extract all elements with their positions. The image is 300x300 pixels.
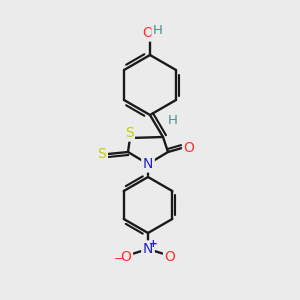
Text: H: H xyxy=(168,115,177,128)
Text: O: O xyxy=(184,141,194,155)
Text: +: + xyxy=(148,239,158,249)
Text: S: S xyxy=(98,147,106,161)
Text: O: O xyxy=(165,250,176,264)
Text: N: N xyxy=(143,157,153,171)
Text: S: S xyxy=(124,126,134,140)
Text: H: H xyxy=(153,23,163,37)
Text: −: − xyxy=(114,253,124,266)
Text: N: N xyxy=(143,242,153,256)
Text: O: O xyxy=(142,26,153,40)
Text: O: O xyxy=(121,250,131,264)
